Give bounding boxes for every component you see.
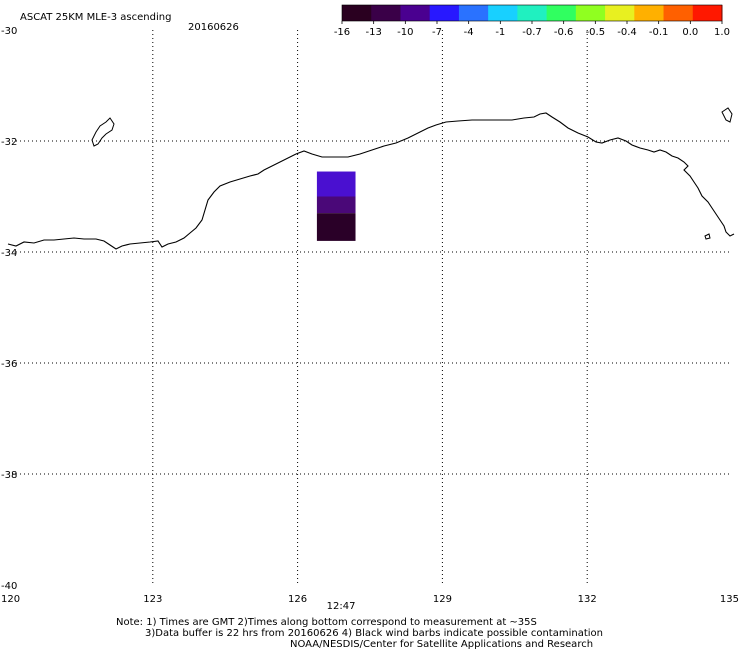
colorbar-swatch: [575, 5, 606, 21]
note-line-1: Note: 1) Times are GMT 2)Times along bot…: [116, 617, 537, 628]
data-cell: [316, 171, 356, 197]
lat-lon-grid: [8, 30, 732, 585]
coastline: [7, 112, 735, 250]
data-cells: [316, 171, 356, 241]
colorbar-swatch: [692, 5, 723, 21]
colorbar-swatch: [400, 5, 431, 21]
data-cell: [316, 213, 356, 241]
lon-tick-label: 132: [578, 594, 597, 605]
lon-tick-label: 126: [288, 594, 307, 605]
colorbar-label: -4: [464, 27, 474, 38]
product-date: 20160626: [188, 22, 239, 33]
colorbar-swatch: [458, 5, 489, 21]
lat-tick-label: -34: [1, 248, 17, 259]
colorbar-swatch: [429, 5, 460, 21]
colorbar-swatch: [371, 5, 401, 21]
colorbar-label: -0.1: [649, 27, 669, 38]
colorbar-label: -0.4: [617, 27, 637, 38]
lat-tick-label: -38: [1, 470, 17, 481]
data-cell: [316, 196, 356, 214]
colorbar-swatch: [634, 5, 665, 21]
lon-tick-label: 123: [143, 594, 162, 605]
colorbar-label: -13: [365, 27, 381, 38]
lat-tick-label: -36: [1, 359, 17, 370]
colorbar-label: -16: [334, 27, 350, 38]
colorbar-swatch: [546, 5, 577, 21]
latitude-labels: -30 -32 -34 -36 -38 -40: [1, 26, 17, 592]
longitude-labels: 120 123 126 129 132 135: [1, 594, 739, 605]
island-small: [704, 233, 711, 240]
note-line-3: NOAA/NESDIS/Center for Satellite Applica…: [290, 639, 594, 650]
colorbar-label: -7: [432, 27, 442, 38]
lon-tick-label: 135: [720, 594, 739, 605]
colorbar-label: 1.0: [714, 27, 730, 38]
colorbar-label: -1: [495, 27, 505, 38]
product-title: ASCAT 25KM MLE-3 ascending: [20, 12, 171, 23]
colorbar-swatch: [663, 5, 694, 21]
colorbar-swatch: [342, 5, 372, 21]
lat-tick-label: -40: [1, 581, 17, 592]
island-east: [721, 107, 733, 123]
colorbar-label: -0.5: [586, 27, 606, 38]
colorbar-swatch: [517, 5, 548, 21]
note-line-2: 3)Data buffer is 22 hrs from 20160626 4)…: [145, 628, 603, 639]
colorbar: -16 -13 -10 -7 -4 -1 -0.7 -0.6 -0.5 -0.4 -0.1 0.0 1.…: [334, 4, 730, 38]
colorbar-label: -0.6: [554, 27, 574, 38]
lat-tick-label: -32: [1, 137, 17, 148]
colorbar-swatch: [605, 5, 635, 21]
colorbar-label: 0.0: [682, 27, 698, 38]
colorbar-swatch: [488, 5, 518, 21]
island: [91, 117, 115, 147]
lat-tick-label: -30: [1, 26, 17, 37]
colorbar-label: -0.7: [522, 27, 542, 38]
pass-time-label: 12:47: [327, 601, 356, 612]
lon-tick-label: 120: [1, 594, 20, 605]
colorbar-label: -10: [397, 27, 413, 38]
lon-tick-label: 129: [433, 594, 452, 605]
